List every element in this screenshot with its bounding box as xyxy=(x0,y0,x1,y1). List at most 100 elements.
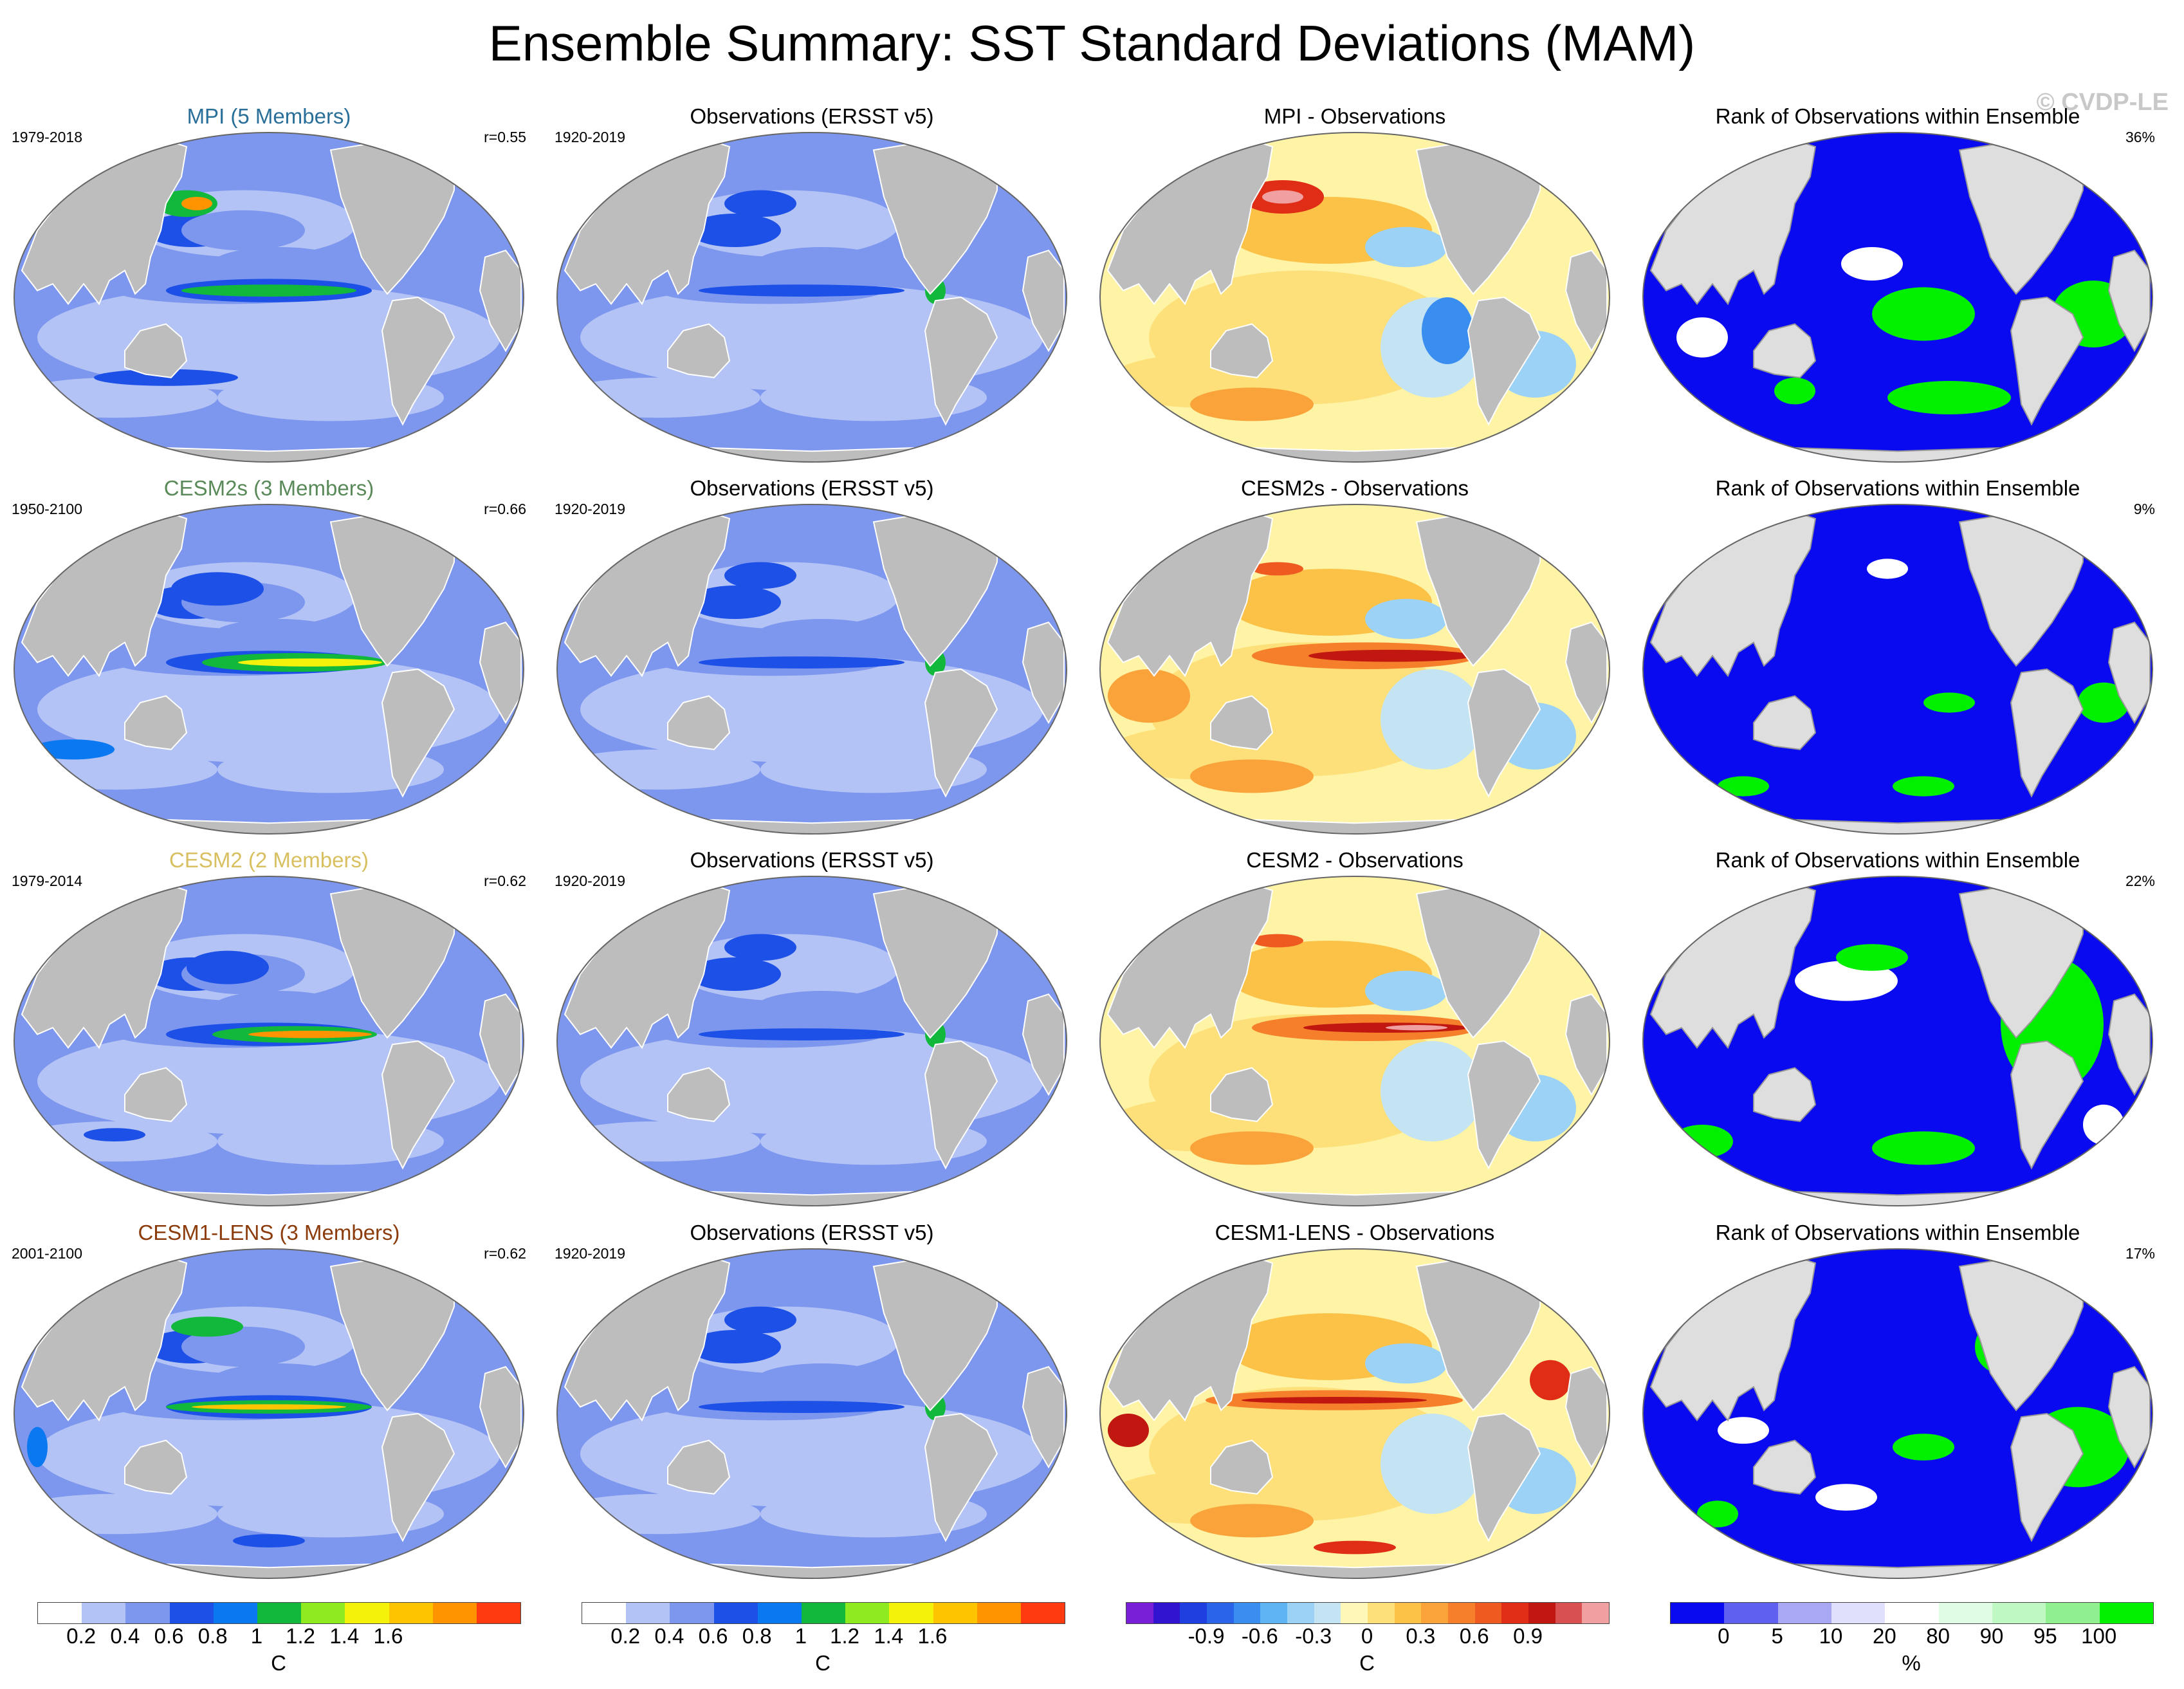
field-contour-14 xyxy=(94,369,238,386)
land-mass-4 xyxy=(1565,993,1608,1096)
colorbar-swatch-3 xyxy=(169,1603,214,1623)
field-contour-5 xyxy=(1365,1343,1447,1384)
panel-obs-3: Observations (ERSST v5) 1920-2019 xyxy=(555,1221,1069,1587)
land-mass-4 xyxy=(2107,993,2151,1096)
colorbar-swatch-13 xyxy=(1474,1603,1502,1623)
land-mass-1 xyxy=(1753,1067,1817,1122)
field-contour-13 xyxy=(233,1534,305,1547)
land-mass-3 xyxy=(2010,1412,2084,1542)
field-contour-6 xyxy=(1190,1504,1314,1538)
panel-title: Observations (ERSST v5) xyxy=(690,1221,934,1244)
map-border xyxy=(556,504,1067,835)
watermark: © CVDP-LE xyxy=(2036,89,2169,116)
colorbar-tick-label: 90 xyxy=(1979,1624,2004,1648)
field-contour-5 xyxy=(1365,226,1447,268)
field-contour-7 xyxy=(699,1028,904,1040)
panel-title: CESM2s - Observations xyxy=(1241,476,1469,500)
colorbar-swatch-4 xyxy=(1885,1603,1939,1623)
colorbar-tick-label: 5 xyxy=(1771,1624,1783,1648)
colorbar-tick-label: 1.4 xyxy=(874,1624,904,1648)
map-model xyxy=(14,876,524,1206)
period-label: 2001-2100 xyxy=(12,1245,82,1262)
land-mass-1 xyxy=(1210,323,1274,378)
colorbar-swatch-10 xyxy=(476,1603,521,1623)
field-contour-3 xyxy=(760,746,987,793)
field-contour-8 xyxy=(724,934,796,961)
field-contour-5 xyxy=(212,619,346,652)
land-mass-3 xyxy=(381,668,455,798)
map-rank xyxy=(1642,132,2153,463)
pattern-correlation: r=0.62 xyxy=(484,1245,526,1262)
panel-model-0: MPI (5 Members) 1979-2018 r=0.55 xyxy=(12,104,526,471)
colorbar-swatch-11 xyxy=(1421,1603,1449,1623)
field-contour-3 xyxy=(217,746,444,793)
map-border xyxy=(14,1248,524,1579)
field-contour-11 xyxy=(181,197,212,210)
land-mass-4 xyxy=(479,1366,522,1469)
colorbar-swatch-3 xyxy=(1207,1603,1234,1623)
colorbar-unit-label: C xyxy=(271,1651,286,1675)
field-contour-3 xyxy=(1381,669,1483,770)
map-border xyxy=(556,876,1067,1206)
map-border xyxy=(556,1248,1067,1579)
panel-diff-0: MPI - Observations xyxy=(1097,104,1612,471)
panel-title: MPI - Observations xyxy=(1263,104,1446,128)
land-mass-4 xyxy=(1022,993,1065,1096)
colorbar-swatch-7 xyxy=(345,1603,389,1623)
field-contour-3 xyxy=(760,1490,987,1538)
field-contour-6 xyxy=(1190,387,1314,421)
land-mass-1 xyxy=(1210,1439,1274,1495)
colorbar-tick-label: -0.6 xyxy=(1241,1624,1278,1648)
panel-rank-2: Rank of Observations within Ensemble 22% xyxy=(1640,848,2155,1215)
field-contour-7 xyxy=(181,210,305,251)
colorbar-tick-label: 1 xyxy=(794,1624,807,1648)
field-contour-5 xyxy=(755,991,889,1024)
colorbar-unit-label: C xyxy=(815,1651,830,1675)
period-label: 1920-2019 xyxy=(555,1245,625,1262)
colorbar-tick-label: -0.3 xyxy=(1295,1624,1332,1648)
field-contour-10 xyxy=(192,1404,346,1410)
land-mass-3 xyxy=(924,296,998,426)
field-contour-5 xyxy=(1697,1500,1738,1527)
map-border xyxy=(1099,876,1610,1206)
colorbar-sst_stddev_colorbar-0 xyxy=(37,1602,521,1624)
field-contour-3 xyxy=(1676,317,1728,358)
field-contour-0 xyxy=(2078,682,2129,723)
colorbar-swatch-4 xyxy=(1233,1603,1261,1623)
colorbar-swatch-9 xyxy=(432,1603,477,1623)
colorbar-tick-label: -0.9 xyxy=(1188,1624,1225,1648)
land-mass-3 xyxy=(924,668,998,798)
colorbar-swatch-1 xyxy=(1153,1603,1180,1623)
field-contour-6 xyxy=(1190,1131,1314,1165)
panel-model-2: CESM2 (2 Members) 1979-2014 r=0.62 xyxy=(12,848,526,1215)
colorbar-swatch-4 xyxy=(757,1603,802,1623)
field-contour-5 xyxy=(1365,598,1447,640)
panel-obs-0: Observations (ERSST v5) 1920-2019 xyxy=(555,104,1069,471)
colorbar-swatch-8 xyxy=(2099,1603,2153,1623)
field-contour-11 xyxy=(1108,669,1190,723)
land-mass-1 xyxy=(1753,323,1817,378)
colorbar-swatch-2 xyxy=(1777,1603,1831,1623)
colorbar-tick-label: 0.8 xyxy=(742,1624,772,1648)
map-border xyxy=(556,132,1067,463)
land-mass-4 xyxy=(479,622,522,725)
rank-percent: 22% xyxy=(2125,872,2155,889)
land-mass-4 xyxy=(1565,1366,1608,1469)
panel-title: Observations (ERSST v5) xyxy=(690,104,934,128)
colorbar-tick-label: 0.8 xyxy=(197,1624,228,1648)
colorbar-unit-label: C xyxy=(1359,1651,1375,1675)
field-contour-2 xyxy=(14,749,217,790)
colorbar-tick-label: 0.3 xyxy=(1406,1624,1436,1648)
land-mass-3 xyxy=(2010,1040,2084,1170)
colorbar-difference_colorbar-2 xyxy=(1126,1602,1610,1624)
field-contour-5 xyxy=(755,247,889,281)
colorbar-tick-label: 80 xyxy=(1926,1624,1950,1648)
field-contour-4 xyxy=(1815,1484,1877,1511)
land-mass-1 xyxy=(667,1067,731,1122)
panel-rank-3: Rank of Observations within Ensemble 17% xyxy=(1640,1221,2155,1587)
colorbar-tick-label: 1.4 xyxy=(329,1624,360,1648)
colorbar-swatch-9 xyxy=(977,1603,1021,1623)
field-contour-8 xyxy=(1242,1397,1427,1404)
colorbar-swatch-15 xyxy=(1528,1603,1555,1623)
colorbar-tick-label: 20 xyxy=(1872,1624,1896,1648)
